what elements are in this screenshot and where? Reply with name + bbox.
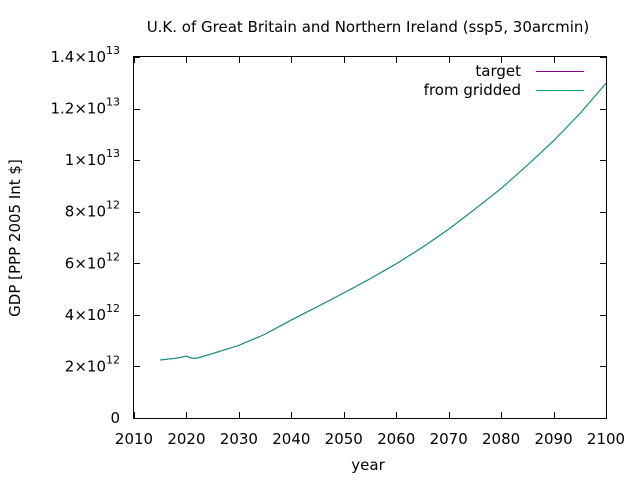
y-tick-mantissa: 1×10 <box>65 151 106 169</box>
plot-frame <box>133 56 607 419</box>
y-tick-exponent: 12 <box>106 199 120 212</box>
y-tick-labels: 02×10124×10126×10128×10121×10131.2×10131… <box>50 44 120 427</box>
y-tick-mantissa: 6×10 <box>65 254 106 272</box>
y-tick-label: 1.2×1013 <box>50 96 120 118</box>
x-tick-label: 2040 <box>272 430 310 448</box>
y-tick-exponent: 13 <box>106 44 120 57</box>
chart-title: U.K. of Great Britain and Northern Irela… <box>147 18 590 36</box>
y-tick-label: 1×1013 <box>65 147 120 169</box>
y-axis-label: GDP [PPP 2005 Int $] <box>6 159 24 317</box>
legend-label: target <box>475 62 521 80</box>
y-tick-mantissa: 2×10 <box>65 357 106 375</box>
ticks-layer <box>134 57 607 419</box>
y-tick-label: 0 <box>110 409 120 427</box>
x-tick-label: 2070 <box>430 430 468 448</box>
y-tick-label: 4×1012 <box>65 302 120 324</box>
y-tick-mantissa: 1.4×10 <box>50 48 106 66</box>
plot-area <box>133 56 607 419</box>
y-tick-exponent: 12 <box>106 353 120 366</box>
y-tick-exponent: 13 <box>106 96 120 109</box>
y-tick-label: 8×1012 <box>65 199 120 221</box>
x-tick-label: 2100 <box>587 430 625 448</box>
x-tick-label: 2060 <box>377 430 415 448</box>
series-line-1 <box>160 82 607 361</box>
legend-label: from gridded <box>424 81 521 99</box>
y-tick-mantissa: 8×10 <box>65 203 106 221</box>
y-tick-exponent: 13 <box>106 147 120 160</box>
y-tick-label: 6×1012 <box>65 250 120 272</box>
series-layer <box>160 82 607 361</box>
y-tick-mantissa: 0 <box>110 409 120 427</box>
x-tick-label: 2080 <box>482 430 520 448</box>
y-tick-label: 2×1012 <box>65 353 120 375</box>
x-tick-labels: 2010 2020 2030 2040 2050 2060 2070 2080 2090 2100 <box>115 430 625 448</box>
x-tick-label: 2030 <box>220 430 258 448</box>
x-tick-label: 2020 <box>167 430 205 448</box>
y-tick-exponent: 12 <box>106 250 120 263</box>
y-tick-mantissa: 1.2×10 <box>50 100 106 118</box>
y-tick-exponent: 12 <box>106 302 120 315</box>
x-tick-label: 2010 <box>115 430 153 448</box>
x-axis-label: year <box>351 456 385 474</box>
x-tick-label: 2050 <box>325 430 363 448</box>
x-tick-label: 2090 <box>534 430 572 448</box>
y-tick-mantissa: 4×10 <box>65 306 106 324</box>
y-tick-label: 1.4×1013 <box>50 44 120 66</box>
series-line-0 <box>160 82 607 361</box>
